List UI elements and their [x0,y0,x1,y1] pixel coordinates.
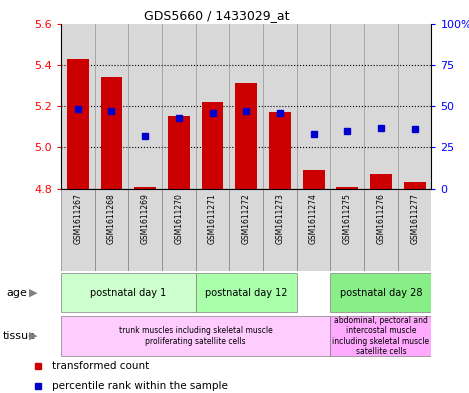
Bar [67,59,89,189]
Bar [370,174,392,189]
Text: GSM1611271: GSM1611271 [208,193,217,244]
Bar [331,24,364,189]
Bar [364,189,398,271]
Text: GSM1611267: GSM1611267 [73,193,83,244]
Text: GSM1611272: GSM1611272 [242,193,251,244]
Text: percentile rank within the sample: percentile rank within the sample [52,381,227,391]
Bar [168,116,190,189]
Bar [61,274,196,312]
Text: abdominal, pectoral and
intercostal muscle
including skeletal muscle
satellite c: abdominal, pectoral and intercostal musc… [333,316,430,356]
Bar [398,189,431,271]
Text: GSM1611277: GSM1611277 [410,193,419,244]
Bar [336,187,358,189]
Bar [263,24,297,189]
Bar [331,316,431,356]
Bar [235,83,257,189]
Bar [129,24,162,189]
Text: GSM1611273: GSM1611273 [275,193,284,244]
Bar [297,189,331,271]
Bar [61,189,95,271]
Text: transformed count: transformed count [52,362,149,371]
Bar [331,189,364,271]
Bar [229,24,263,189]
Bar [263,189,297,271]
Bar [162,189,196,271]
Bar [100,77,122,189]
Text: GSM1611269: GSM1611269 [141,193,150,244]
Bar [404,182,425,189]
Bar [196,274,297,312]
Text: postnatal day 1: postnatal day 1 [90,288,166,298]
Bar [364,24,398,189]
Text: GSM1611275: GSM1611275 [343,193,352,244]
Bar [129,189,162,271]
Bar [303,170,325,189]
Bar [61,24,95,189]
Text: postnatal day 12: postnatal day 12 [205,288,287,298]
Bar [95,24,129,189]
Text: tissue: tissue [3,331,36,341]
Text: GSM1611268: GSM1611268 [107,193,116,244]
Text: ▶: ▶ [29,288,38,298]
Title: GDS5660 / 1433029_at: GDS5660 / 1433029_at [144,9,289,22]
Text: ▶: ▶ [29,331,38,341]
Bar [134,187,156,189]
Text: GSM1611274: GSM1611274 [309,193,318,244]
Bar [61,316,331,356]
Text: age: age [6,288,27,298]
Text: trunk muscles including skeletal muscle
proliferating satellite cells: trunk muscles including skeletal muscle … [119,326,272,346]
Bar [229,189,263,271]
Bar [269,112,291,189]
Bar [196,189,229,271]
Bar [196,24,229,189]
Bar [202,102,224,189]
Bar [95,189,129,271]
Text: GSM1611276: GSM1611276 [377,193,386,244]
Bar [331,274,431,312]
Bar [162,24,196,189]
Bar [398,24,431,189]
Bar [297,24,331,189]
Text: GSM1611270: GSM1611270 [174,193,183,244]
Text: postnatal day 28: postnatal day 28 [340,288,422,298]
